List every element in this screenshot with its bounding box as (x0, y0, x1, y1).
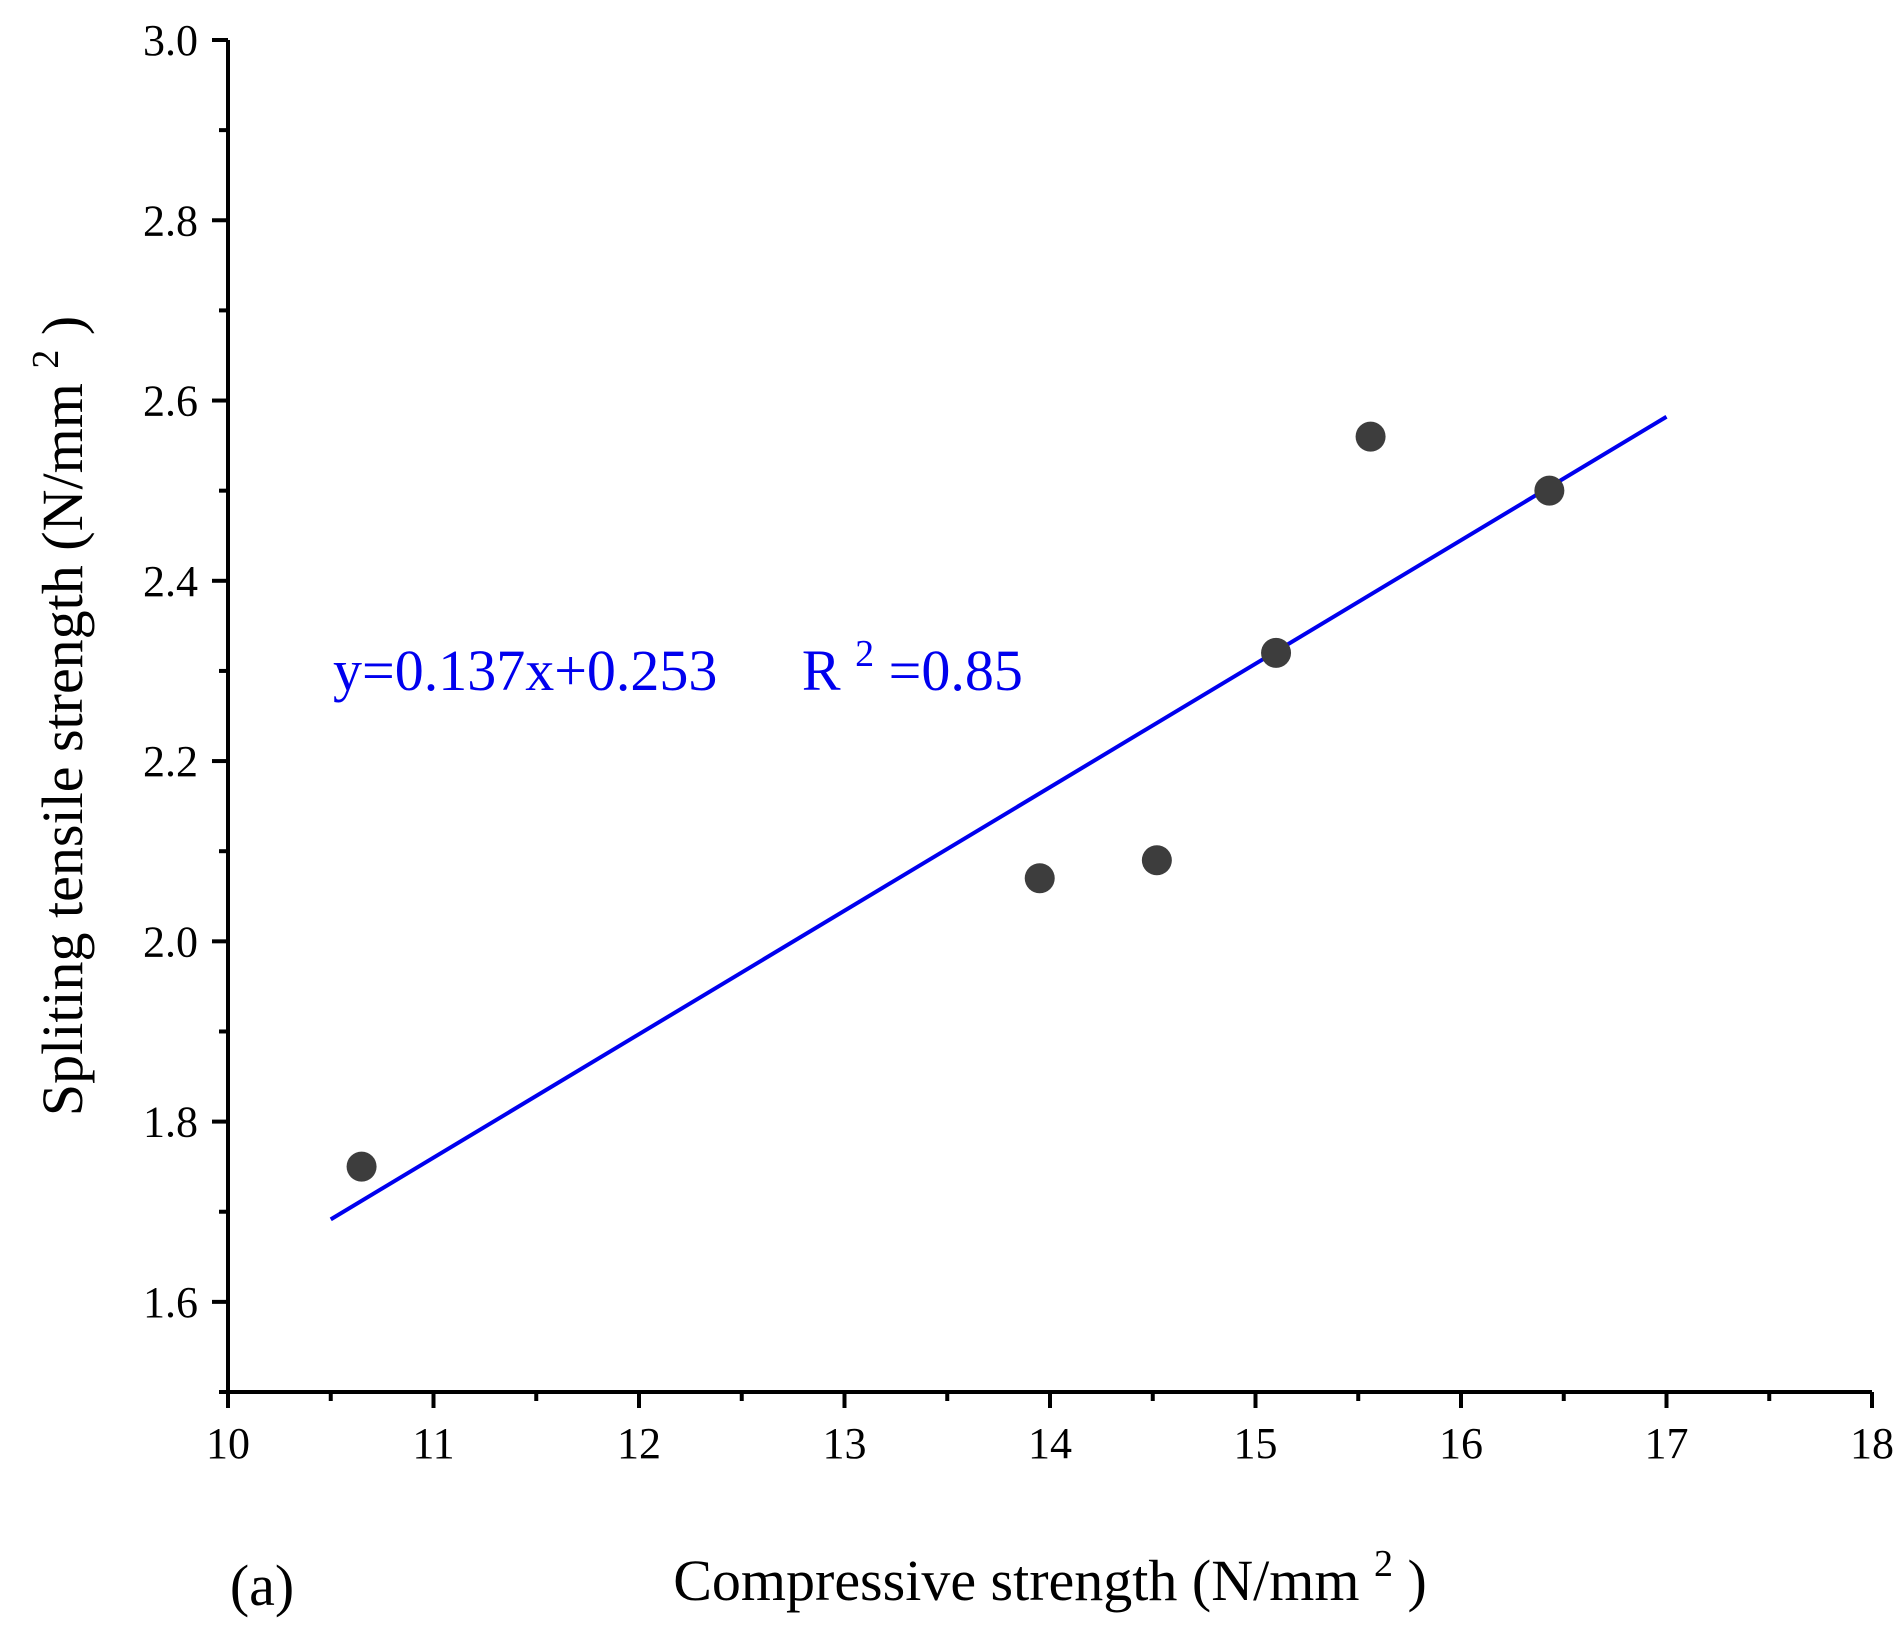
fit-annotation: y=0.137x+0.253 R 2 =0.85 (333, 614, 1023, 703)
y-tick-label: 3.0 (143, 16, 198, 65)
data-point (346, 1151, 377, 1182)
data-point (1534, 475, 1565, 506)
data-point (1261, 637, 1292, 668)
panel-label: (a) (230, 1553, 294, 1618)
x-axis-title-superscript: 2 (1374, 1543, 1393, 1585)
y-tick-labels: 1.6 1.8 2.0 2.2 2.4 2.6 2.8 3.0 (143, 16, 198, 1327)
r-squared-label: R (802, 638, 841, 703)
x-tick-label: 10 (206, 1419, 250, 1468)
y-axis-title-close: ) (30, 316, 95, 335)
x-axis-title: Compressive strength (N/mm 2 ) (673, 1524, 1427, 1613)
y-tick-label: 2.8 (143, 196, 198, 245)
y-tick-label: 2.6 (143, 377, 198, 426)
x-tick-label: 15 (1234, 1419, 1278, 1468)
y-tick-label: 2.4 (143, 557, 198, 606)
y-minor-ticks (219, 128, 228, 1394)
x-tick-label: 18 (1850, 1419, 1894, 1468)
y-axis-title: Spliting tensile strength (N/mm 2 ) (6, 316, 95, 1116)
x-axis-title-close: ) (1407, 1548, 1426, 1613)
x-tick-label: 14 (1028, 1419, 1072, 1468)
fit-equation: y=0.137x+0.253 (333, 638, 717, 703)
fit-line-layer (329, 415, 1668, 1222)
r-squared-value: =0.85 (889, 638, 1023, 703)
y-tick-label: 2.2 (143, 737, 198, 786)
x-tick-label: 17 (1645, 1419, 1689, 1468)
x-axis-title-text: Compressive strength (N/mm (673, 1548, 1359, 1613)
fit-line (329, 415, 1668, 1222)
y-major-ticks (212, 38, 228, 1304)
x-tick-label: 13 (823, 1419, 867, 1468)
y-tick-label: 1.6 (143, 1278, 198, 1327)
x-tick-label: 16 (1439, 1419, 1483, 1468)
data-point (1141, 845, 1172, 876)
x-tick-label: 12 (617, 1419, 661, 1468)
y-axis-title-superscript: 2 (25, 350, 67, 369)
x-tick-labels: 10 11 12 13 14 15 16 17 18 (206, 1419, 1894, 1468)
data-points-layer (346, 421, 1565, 1182)
y-axis-title-text: Spliting tensile strength (N/mm (30, 383, 95, 1116)
y-tick-label: 2.0 (143, 917, 198, 966)
x-major-ticks (226, 1392, 1874, 1408)
r-squared-superscript: 2 (855, 633, 874, 675)
data-point (1024, 863, 1055, 894)
data-point (1355, 421, 1386, 452)
y-tick-label: 1.8 (143, 1098, 198, 1147)
x-tick-label: 11 (412, 1419, 454, 1468)
